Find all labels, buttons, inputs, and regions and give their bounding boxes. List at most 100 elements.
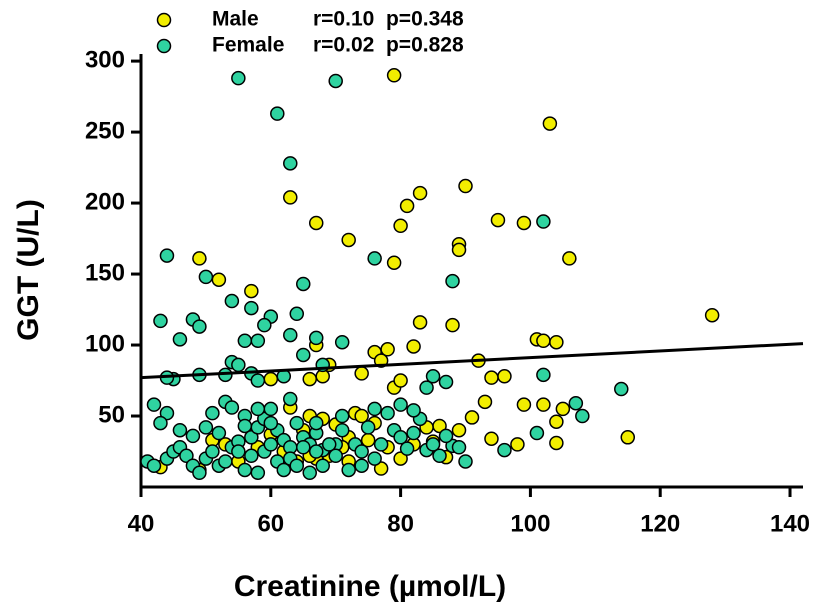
point [354, 366, 369, 381]
point [451, 439, 467, 455]
point [334, 422, 350, 438]
point [244, 448, 259, 464]
point [386, 68, 402, 83]
point [451, 242, 467, 258]
point [477, 394, 493, 410]
point [393, 451, 408, 466]
point [334, 408, 350, 424]
point [516, 215, 532, 231]
legend-marker [156, 38, 172, 54]
point [399, 441, 415, 456]
point [497, 442, 512, 458]
point [445, 273, 460, 289]
x-tick-label: 40 [128, 510, 155, 537]
point [244, 300, 259, 316]
point [146, 458, 162, 473]
point [614, 381, 629, 397]
point [250, 373, 266, 388]
point [367, 401, 382, 417]
point [237, 333, 253, 349]
point [250, 333, 266, 349]
point [185, 428, 201, 444]
legend-label: Female [212, 34, 284, 57]
x-tick-label: 100 [510, 510, 550, 537]
point [386, 255, 402, 270]
point [529, 425, 545, 441]
point [360, 420, 376, 435]
y-tick-label: 250 [85, 117, 125, 144]
point [224, 293, 240, 309]
point [263, 401, 279, 417]
point [549, 414, 564, 429]
point [308, 415, 324, 431]
point [302, 371, 317, 387]
point [237, 462, 253, 478]
y-tick-label: 150 [85, 259, 125, 286]
point [354, 408, 369, 424]
point [549, 334, 564, 350]
point [341, 232, 356, 248]
point [406, 339, 421, 354]
point [244, 283, 259, 299]
point [367, 251, 382, 266]
point [399, 198, 415, 214]
point [704, 307, 720, 323]
point [263, 437, 279, 452]
y-axis-title: GGT (U/L) [12, 199, 45, 341]
point [536, 214, 551, 229]
point [438, 374, 454, 390]
point [620, 430, 636, 445]
point [562, 251, 577, 266]
point [270, 106, 285, 121]
point [438, 428, 454, 444]
legend-stats: r=0.10 p=0.348 [313, 8, 464, 31]
point [146, 397, 162, 412]
point [458, 178, 473, 194]
y-tick-label: 300 [85, 46, 125, 73]
y-tick-label: 50 [98, 401, 125, 428]
x-axis-title: Creatinine (µmol/L) [234, 570, 506, 603]
point [192, 319, 207, 334]
point [575, 408, 590, 424]
point [445, 317, 460, 333]
point [224, 400, 240, 415]
point [328, 448, 343, 464]
point [283, 327, 298, 343]
point [425, 369, 441, 384]
point [244, 430, 259, 445]
point [406, 403, 421, 418]
point [568, 395, 584, 411]
point [250, 465, 266, 481]
legend-marker [156, 12, 172, 28]
point [205, 405, 220, 421]
point [458, 454, 473, 469]
point [542, 116, 558, 131]
point [296, 347, 311, 363]
point [172, 332, 188, 347]
y-tick-label: 200 [85, 188, 125, 215]
point [192, 251, 207, 266]
point [289, 458, 305, 473]
x-tick-label: 140 [770, 510, 810, 537]
point [380, 342, 395, 357]
point [231, 70, 246, 86]
point [198, 420, 214, 435]
point [276, 462, 292, 478]
point [484, 431, 499, 446]
point [257, 317, 272, 333]
point [393, 218, 408, 234]
point [283, 190, 298, 205]
point [516, 397, 532, 412]
point [153, 313, 168, 329]
point [296, 439, 311, 455]
point [432, 448, 447, 464]
trend-line [140, 342, 804, 380]
x-tick-label: 60 [257, 510, 284, 537]
point [159, 248, 175, 263]
point [289, 306, 305, 322]
point [406, 425, 421, 441]
point [425, 437, 441, 452]
legend-stats: r=0.02 p=0.828 [313, 34, 464, 57]
point [283, 391, 298, 407]
